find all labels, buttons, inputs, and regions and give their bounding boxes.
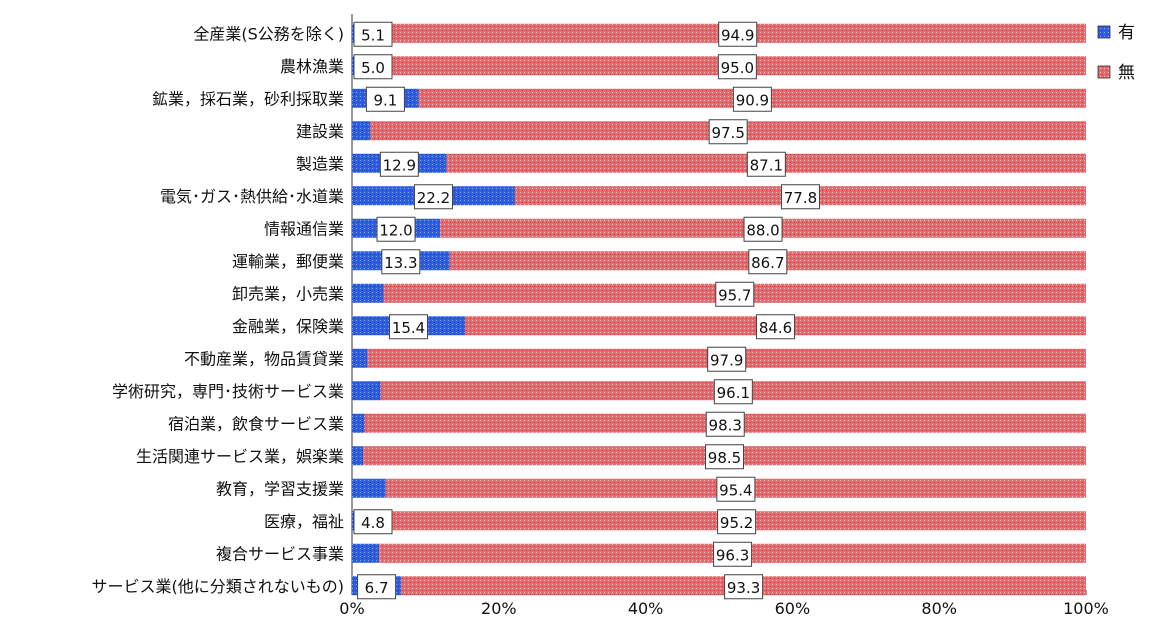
bar-segment-yes <box>352 478 386 498</box>
data-label-box <box>389 314 429 340</box>
data-label-box <box>724 574 764 600</box>
x-tick-label: 0% <box>339 599 364 618</box>
data-label-box <box>718 21 758 47</box>
category-label: サービス業(他に分類されないもの) <box>92 577 345 596</box>
bar-segment-yes <box>352 348 368 368</box>
data-label: 93.3 <box>727 579 760 597</box>
data-label: 96.3 <box>716 546 749 564</box>
x-tick-label: 80% <box>921 599 957 618</box>
data-label-box <box>756 314 796 340</box>
data-label-box <box>748 249 788 275</box>
data-label-box <box>743 216 783 242</box>
data-label: 95.2 <box>720 514 753 532</box>
data-label-box <box>717 509 757 535</box>
category-label: 教育，学習支援業 <box>216 479 344 498</box>
data-label: 13.3 <box>384 254 417 272</box>
bar-segment-yes <box>352 543 380 563</box>
data-label: 5.0 <box>361 59 385 77</box>
bar-segment-yes <box>352 381 381 401</box>
x-tick-label: 20% <box>481 599 517 618</box>
data-label: 98.5 <box>708 449 741 467</box>
category-label: 情報通信業 <box>264 219 344 238</box>
category-label: 生活関連サービス業，娯楽業 <box>136 447 344 466</box>
data-label: 84.6 <box>759 319 792 337</box>
data-label-box <box>713 379 753 405</box>
data-label-box <box>705 411 745 437</box>
data-label: 95.7 <box>718 286 751 304</box>
category-label: 医療，福祉 <box>264 512 344 531</box>
data-label-box <box>353 54 393 80</box>
data-label: 12.9 <box>383 156 416 174</box>
data-label: 98.3 <box>709 416 742 434</box>
category-label: 電気･ガス･熱供給･水道業 <box>160 187 344 206</box>
bar-segment-yes <box>352 446 364 466</box>
data-label: 15.4 <box>392 319 425 337</box>
data-label-box <box>732 86 772 112</box>
data-label-box <box>717 54 757 80</box>
data-label: 95.4 <box>719 481 752 499</box>
data-label-box <box>379 151 419 177</box>
data-label: 97.5 <box>711 124 744 142</box>
data-label: 9.1 <box>373 91 397 109</box>
data-label: 87.1 <box>750 156 783 174</box>
data-label-box <box>353 21 393 47</box>
category-label: 製造業 <box>296 154 344 173</box>
category-label: 複合サービス事業 <box>216 544 344 563</box>
data-label: 77.8 <box>784 189 817 207</box>
data-label-box <box>707 346 747 372</box>
data-label-box <box>353 509 393 535</box>
legend-swatch-yes <box>1097 25 1111 39</box>
data-label-box <box>365 86 405 112</box>
legend-swatch-no <box>1097 65 1111 79</box>
category-label: 農林漁業 <box>280 57 344 76</box>
data-label: 6.7 <box>365 579 389 597</box>
category-label: 全産業(S公務を除く) <box>193 24 344 43</box>
data-label: 22.2 <box>417 189 450 207</box>
data-label-box <box>713 541 753 567</box>
x-tick-label: 40% <box>628 599 664 618</box>
data-label: 94.9 <box>721 26 754 44</box>
data-label: 12.0 <box>379 221 412 239</box>
category-label: 運輸業，郵便業 <box>232 252 344 271</box>
x-tick-label: 100% <box>1063 599 1109 618</box>
data-label: 86.7 <box>751 254 784 272</box>
x-tick-label: 60% <box>775 599 811 618</box>
data-label: 90.9 <box>736 91 769 109</box>
bar-segment-yes <box>352 121 371 141</box>
bar-segment-yes <box>352 283 384 303</box>
data-label: 96.1 <box>717 384 750 402</box>
category-label: 不動産業，物品賃貸業 <box>184 349 344 368</box>
data-label-box <box>746 151 786 177</box>
data-label: 95.0 <box>721 59 754 77</box>
legend: 有無 <box>1097 23 1135 83</box>
data-label-box <box>357 574 397 600</box>
plot-area: 0% 20% 40% 60% 80% 100% 全産業(S公務を除く) 5.1 94.9 農林漁業… <box>92 14 1109 618</box>
bar-segment-yes <box>352 413 365 433</box>
category-label: 宿泊業，飲食サービス業 <box>168 414 344 433</box>
data-label-box <box>716 476 756 502</box>
data-label: 4.8 <box>361 514 385 532</box>
category-label: 学術研究，専門･技術サービス業 <box>112 382 344 401</box>
data-label: 97.9 <box>710 351 743 369</box>
data-label: 5.1 <box>361 26 385 44</box>
category-label: 金融業，保険業 <box>232 317 344 336</box>
category-label: 鉱業，採石業，砂利採取業 <box>152 89 344 108</box>
data-label-box <box>705 444 745 470</box>
data-label-box <box>413 184 453 210</box>
category-label: 建設業 <box>296 122 344 141</box>
legend-label: 無 <box>1118 63 1135 83</box>
data-label-box <box>780 184 820 210</box>
data-label-box <box>381 249 421 275</box>
data-label-box <box>708 119 748 145</box>
category-label: 卸売業，小売業 <box>232 284 344 303</box>
data-label-box <box>376 216 416 242</box>
legend-label: 有 <box>1118 23 1135 43</box>
data-label: 88.0 <box>746 221 779 239</box>
data-label-box <box>715 281 755 307</box>
